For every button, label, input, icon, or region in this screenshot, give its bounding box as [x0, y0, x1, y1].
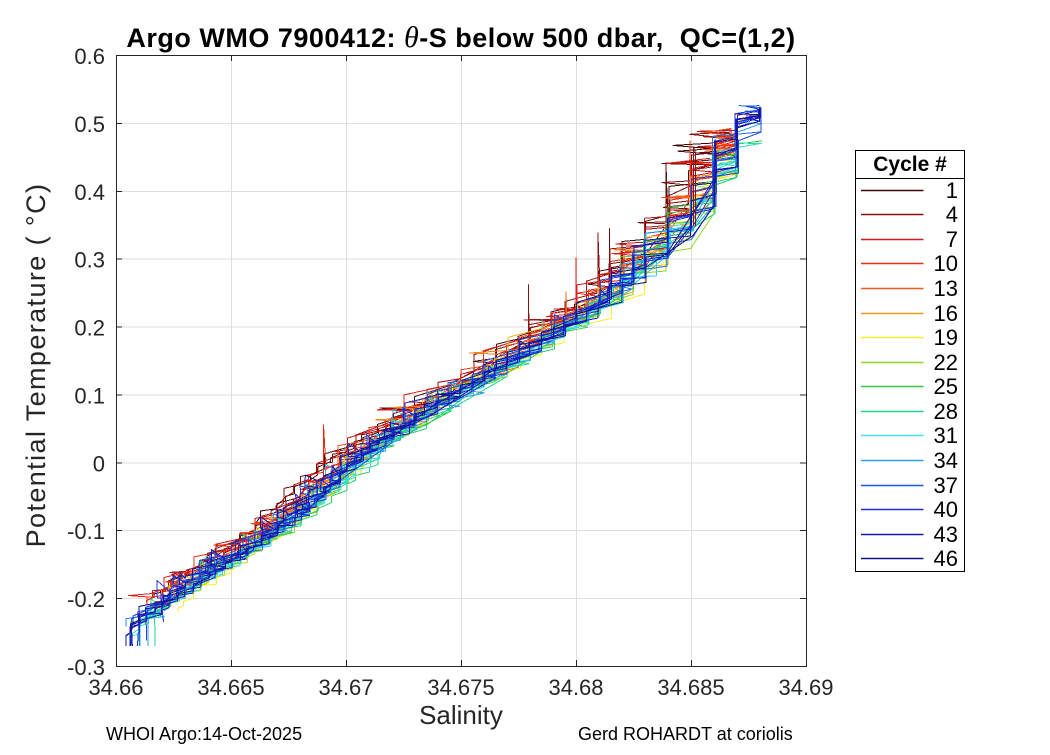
svg-text:19: 19 [934, 325, 958, 350]
svg-text:1: 1 [946, 178, 958, 203]
svg-text:34.67: 34.67 [318, 675, 373, 700]
svg-text:43: 43 [934, 522, 958, 547]
svg-text:37: 37 [934, 473, 958, 498]
svg-text:-0.1: -0.1 [67, 519, 105, 544]
svg-text:34.675: 34.675 [427, 675, 494, 700]
svg-text:0.5: 0.5 [74, 112, 105, 137]
svg-text:Potential Temperature ( °C): Potential Temperature ( °C) [21, 183, 51, 548]
svg-text:34.69: 34.69 [778, 675, 833, 700]
svg-text:0.6: 0.6 [74, 44, 105, 69]
svg-text:31: 31 [934, 423, 958, 448]
svg-text:13: 13 [934, 276, 958, 301]
svg-text:34.66: 34.66 [88, 675, 143, 700]
svg-text:25: 25 [934, 374, 958, 399]
svg-text:4: 4 [946, 202, 958, 227]
svg-text:34: 34 [934, 448, 958, 473]
svg-text:Cycle #: Cycle # [873, 153, 947, 176]
svg-text:0.2: 0.2 [74, 316, 105, 341]
svg-text:28: 28 [934, 399, 958, 424]
svg-text:Salinity: Salinity [419, 700, 503, 730]
svg-text:46: 46 [934, 546, 958, 571]
svg-text:10: 10 [934, 251, 958, 276]
svg-text:34.665: 34.665 [197, 675, 264, 700]
svg-text:0.1: 0.1 [74, 383, 105, 408]
svg-text:34.685: 34.685 [657, 675, 724, 700]
svg-text:0: 0 [93, 451, 105, 476]
svg-text:7: 7 [946, 227, 958, 252]
svg-text:40: 40 [934, 497, 958, 522]
svg-text:-0.3: -0.3 [67, 655, 105, 680]
svg-text:16: 16 [934, 301, 958, 326]
svg-text:Argo WMO 7900412: θ-S below 50: Argo WMO 7900412: θ-S below 500 dbar, QC… [126, 21, 795, 54]
svg-text:0.3: 0.3 [74, 248, 105, 273]
svg-text:WHOI Argo:14-Oct-2025: WHOI Argo:14-Oct-2025 [106, 724, 302, 744]
svg-text:22: 22 [934, 350, 958, 375]
svg-text:-0.2: -0.2 [67, 587, 105, 612]
svg-text:34.68: 34.68 [548, 675, 603, 700]
svg-text:Gerd ROHARDT at coriolis: Gerd ROHARDT at coriolis [578, 724, 793, 744]
svg-text:0.4: 0.4 [74, 180, 105, 205]
